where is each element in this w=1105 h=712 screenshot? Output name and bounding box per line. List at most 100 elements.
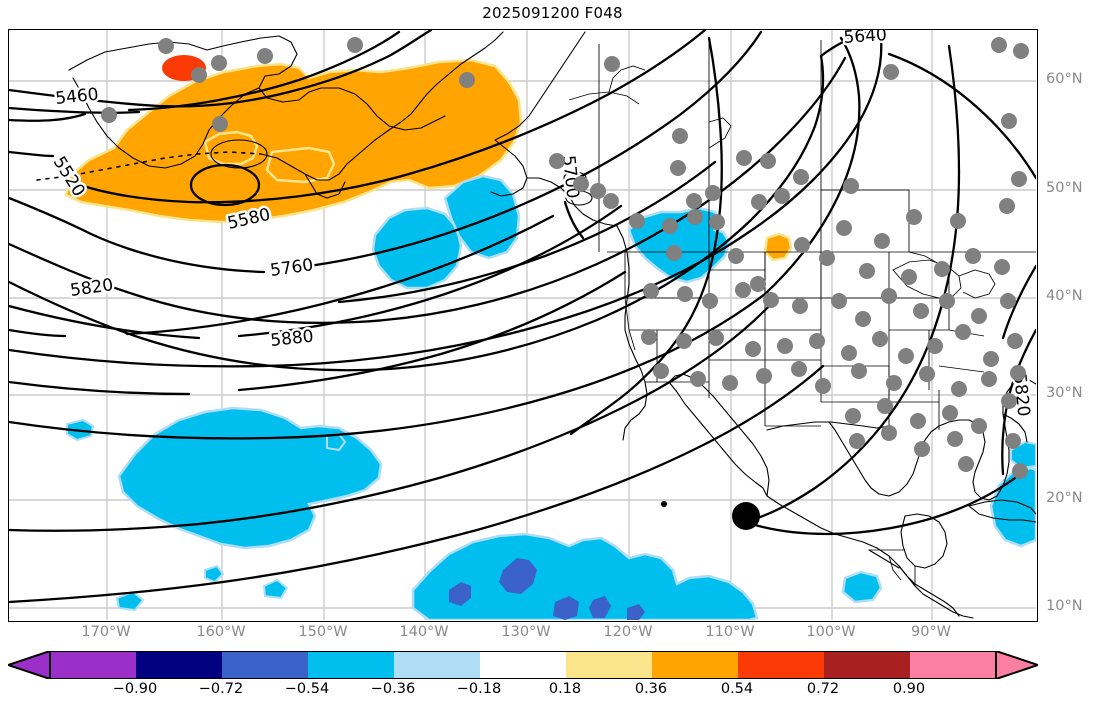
station-dot[interactable] [677, 286, 693, 302]
station-dot[interactable] [939, 293, 955, 309]
station-dot[interactable] [603, 193, 619, 209]
station-dot[interactable] [919, 366, 935, 382]
station-dot[interactable] [1010, 365, 1026, 381]
station-dot[interactable] [914, 441, 930, 457]
station-dot[interactable] [672, 128, 688, 144]
station-dot[interactable] [872, 331, 888, 347]
station-dot[interactable] [965, 248, 981, 264]
station-dot[interactable] [994, 259, 1010, 275]
station-dot[interactable] [735, 282, 751, 298]
station-dot[interactable] [686, 193, 702, 209]
station-dot[interactable] [934, 261, 950, 277]
station-dot[interactable] [855, 311, 871, 327]
station-dot[interactable] [971, 308, 987, 324]
station-dot[interactable] [722, 375, 738, 391]
station-dot[interactable] [1007, 333, 1023, 349]
station-dot[interactable] [819, 250, 835, 266]
station-dot[interactable] [158, 38, 174, 54]
station-dot[interactable] [881, 425, 897, 441]
station-dot[interactable] [836, 220, 852, 236]
station-dot[interactable] [955, 324, 971, 340]
station-dot[interactable] [898, 348, 914, 364]
station-dot[interactable] [670, 160, 686, 176]
station-dot[interactable] [756, 368, 772, 384]
station-dot[interactable] [877, 398, 893, 414]
station-dot[interactable] [629, 213, 645, 229]
station-dot[interactable] [709, 214, 725, 230]
station-dot[interactable] [643, 283, 659, 299]
station-dot[interactable] [809, 333, 825, 349]
station-dot[interactable] [845, 408, 861, 424]
station-dot[interactable] [702, 293, 718, 309]
station-dot[interactable] [947, 431, 963, 447]
station-dot[interactable] [901, 269, 917, 285]
station-dot[interactable] [843, 178, 859, 194]
station-dot[interactable] [958, 456, 974, 472]
station-dot[interactable] [831, 293, 847, 309]
station-dot[interactable] [1001, 393, 1017, 409]
station-dot[interactable] [1013, 43, 1029, 59]
station-dot[interactable] [191, 67, 207, 83]
station-dot[interactable] [257, 48, 273, 64]
station-dot[interactable] [708, 330, 724, 346]
station-dot[interactable] [793, 169, 809, 185]
station-dot[interactable] [774, 188, 790, 204]
station-dot[interactable] [690, 371, 706, 387]
station-dot[interactable] [763, 292, 779, 308]
station-dot[interactable] [705, 185, 721, 201]
station-dot[interactable] [212, 116, 228, 132]
station-dot[interactable] [347, 37, 363, 53]
station-dot[interactable] [859, 263, 875, 279]
map-panel[interactable]: 5460 5460 5520 5520 5580 5580 5640 5640 5700 5700… [8, 29, 1038, 622]
station-dot[interactable] [951, 381, 967, 397]
station-dot[interactable] [777, 338, 793, 354]
station-dot[interactable] [760, 153, 776, 169]
station-dot[interactable] [815, 378, 831, 394]
station-dot[interactable] [981, 371, 997, 387]
station-dot[interactable] [874, 233, 890, 249]
station-dot[interactable] [910, 413, 926, 429]
station-dot[interactable] [999, 198, 1015, 214]
station-dot[interactable] [549, 153, 565, 169]
station-dot[interactable] [971, 418, 987, 434]
station-dot[interactable] [913, 303, 929, 319]
station-dot[interactable] [886, 375, 902, 391]
station-dot[interactable] [604, 56, 620, 72]
station-dot[interactable] [950, 213, 966, 229]
station-dot[interactable] [1012, 463, 1028, 479]
station-dot[interactable] [1001, 113, 1017, 129]
station-dot[interactable] [881, 288, 897, 304]
station-dot[interactable] [794, 237, 810, 253]
station-dot[interactable] [459, 72, 475, 88]
station-dot[interactable] [841, 345, 857, 361]
station-dot[interactable] [573, 176, 589, 192]
station-dot[interactable] [745, 341, 761, 357]
highlight-dot[interactable] [732, 502, 760, 530]
station-dot[interactable] [906, 209, 922, 225]
station-dot[interactable] [942, 405, 958, 421]
colorbar[interactable] [8, 651, 1038, 679]
station-dot[interactable] [666, 245, 682, 261]
station-dot[interactable] [792, 298, 808, 314]
station-dot[interactable] [687, 209, 703, 225]
station-dot[interactable] [927, 338, 943, 354]
station-dot[interactable] [211, 55, 227, 71]
station-dot[interactable] [791, 361, 807, 377]
station-dot[interactable] [983, 351, 999, 367]
station-dot[interactable] [1000, 293, 1016, 309]
station-dot[interactable] [750, 276, 766, 292]
station-dot[interactable] [1005, 433, 1021, 449]
station-dot[interactable] [883, 64, 899, 80]
station-dot[interactable] [728, 248, 744, 264]
station-dot[interactable] [991, 37, 1007, 53]
station-dot[interactable] [1011, 171, 1027, 187]
station-dot[interactable] [736, 150, 752, 166]
station-dot[interactable] [662, 218, 678, 234]
station-dot[interactable] [101, 107, 117, 123]
station-dot[interactable] [751, 194, 767, 210]
station-dot[interactable] [653, 363, 669, 379]
station-dot[interactable] [849, 433, 865, 449]
station-dot[interactable] [676, 333, 692, 349]
station-dot[interactable] [590, 183, 606, 199]
station-dot[interactable] [851, 363, 867, 379]
